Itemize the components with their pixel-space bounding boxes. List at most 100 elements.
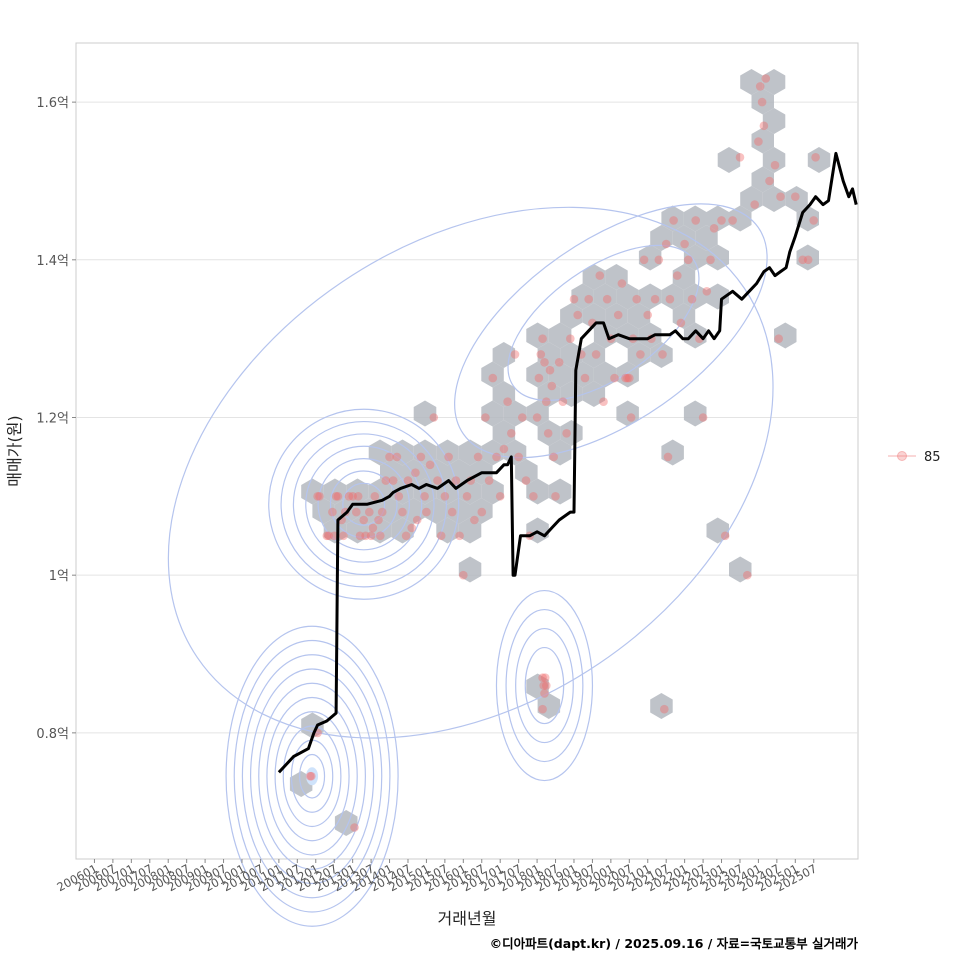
data-point [591, 350, 601, 359]
data-point [538, 673, 547, 682]
data-point [757, 97, 767, 107]
data-point [617, 279, 627, 288]
density-contour [329, 470, 398, 539]
data-point [411, 468, 420, 478]
data-point [720, 531, 730, 541]
hexbin-cell [661, 283, 684, 310]
data-point [717, 216, 726, 225]
legend: 85 [888, 450, 941, 465]
hexbin-cell [548, 322, 572, 349]
y-tick-label: 1억 [49, 569, 69, 584]
data-point [632, 294, 641, 304]
scatter-points [305, 74, 820, 832]
density-contour [292, 433, 435, 576]
hexbin-cell [762, 108, 786, 134]
data-point [643, 310, 652, 320]
x-axis-title: 거래년월 [438, 909, 497, 928]
data-point [344, 492, 354, 501]
data-point [398, 507, 407, 517]
data-point [602, 294, 612, 304]
hexbin-cell [593, 361, 617, 388]
data-point [507, 429, 516, 438]
data-point [392, 452, 402, 462]
hexbin-cell [481, 439, 504, 466]
data-point [539, 681, 548, 690]
data-point [444, 452, 453, 462]
hexbin-cell [774, 322, 797, 349]
data-point [542, 681, 551, 690]
hexbin-cell [762, 186, 786, 212]
data-point [331, 492, 341, 501]
hexbin-cell [458, 517, 482, 544]
density-contour [299, 753, 326, 799]
data-point [545, 365, 555, 375]
hexbin-cell [729, 205, 752, 232]
hexbin-cell [638, 322, 662, 349]
density-contour [505, 608, 584, 763]
data-point [650, 294, 660, 304]
hexbin-cell [436, 439, 459, 466]
density-contour [274, 711, 350, 842]
data-point [626, 413, 636, 422]
data-point [462, 492, 472, 501]
hexbin-cell [717, 147, 741, 173]
hexbin-cell [616, 283, 639, 310]
data-point [660, 704, 669, 714]
data-point [684, 255, 693, 265]
density-peak [306, 767, 319, 786]
data-point [322, 531, 332, 541]
hexbin-cell [582, 342, 606, 368]
data-point [623, 373, 632, 383]
hexbin-cell [413, 439, 437, 466]
density-contour [268, 408, 460, 600]
data-point [381, 476, 391, 485]
data-point [669, 216, 678, 225]
data-point [477, 507, 487, 517]
data-point [625, 373, 634, 383]
hexbin-cell [706, 283, 729, 310]
data-point [580, 373, 590, 383]
hexbin-cell [548, 361, 572, 388]
data-point [359, 515, 369, 525]
hexbin-cell [481, 478, 504, 505]
hexbin-cell [796, 244, 819, 271]
data-point [361, 531, 370, 541]
data-point [706, 255, 715, 265]
data-point [691, 216, 700, 225]
hexbin-cell [661, 439, 684, 466]
hexbin-cell [751, 166, 774, 193]
data-point [440, 492, 450, 501]
hexbin-cell [537, 342, 561, 368]
data-point [636, 350, 645, 359]
hexbin-cell [526, 478, 549, 505]
data-point [750, 200, 759, 209]
density-contour [454, 203, 768, 459]
hexbin-cell [762, 69, 786, 95]
data-point [661, 239, 671, 249]
data-point [455, 531, 464, 541]
data-point [350, 823, 359, 832]
hexbin-cell [526, 400, 549, 427]
hexbin-cell [470, 498, 493, 524]
data-point [388, 476, 398, 485]
data-point [540, 358, 549, 367]
data-point [429, 413, 439, 422]
data-point [761, 74, 771, 83]
data-point [599, 397, 608, 407]
data-point [355, 531, 365, 541]
hexbin-cell [425, 498, 448, 524]
hexbin-cell [368, 517, 392, 544]
data-point [658, 350, 667, 359]
hexbin-cell [740, 69, 763, 95]
hexbin-cell [650, 342, 673, 368]
data-point [676, 318, 686, 328]
trend-line [277, 151, 858, 774]
data-point [538, 334, 547, 344]
hexbin-cell [548, 478, 572, 505]
hexbin-cell [729, 556, 752, 583]
caption: ©디아파트(dapt.kr) / 2025.09.16 / 자료=국토교통부 실… [490, 936, 859, 951]
density-contour [241, 654, 383, 899]
data-point [422, 507, 431, 517]
hexbin-cell [526, 361, 549, 388]
